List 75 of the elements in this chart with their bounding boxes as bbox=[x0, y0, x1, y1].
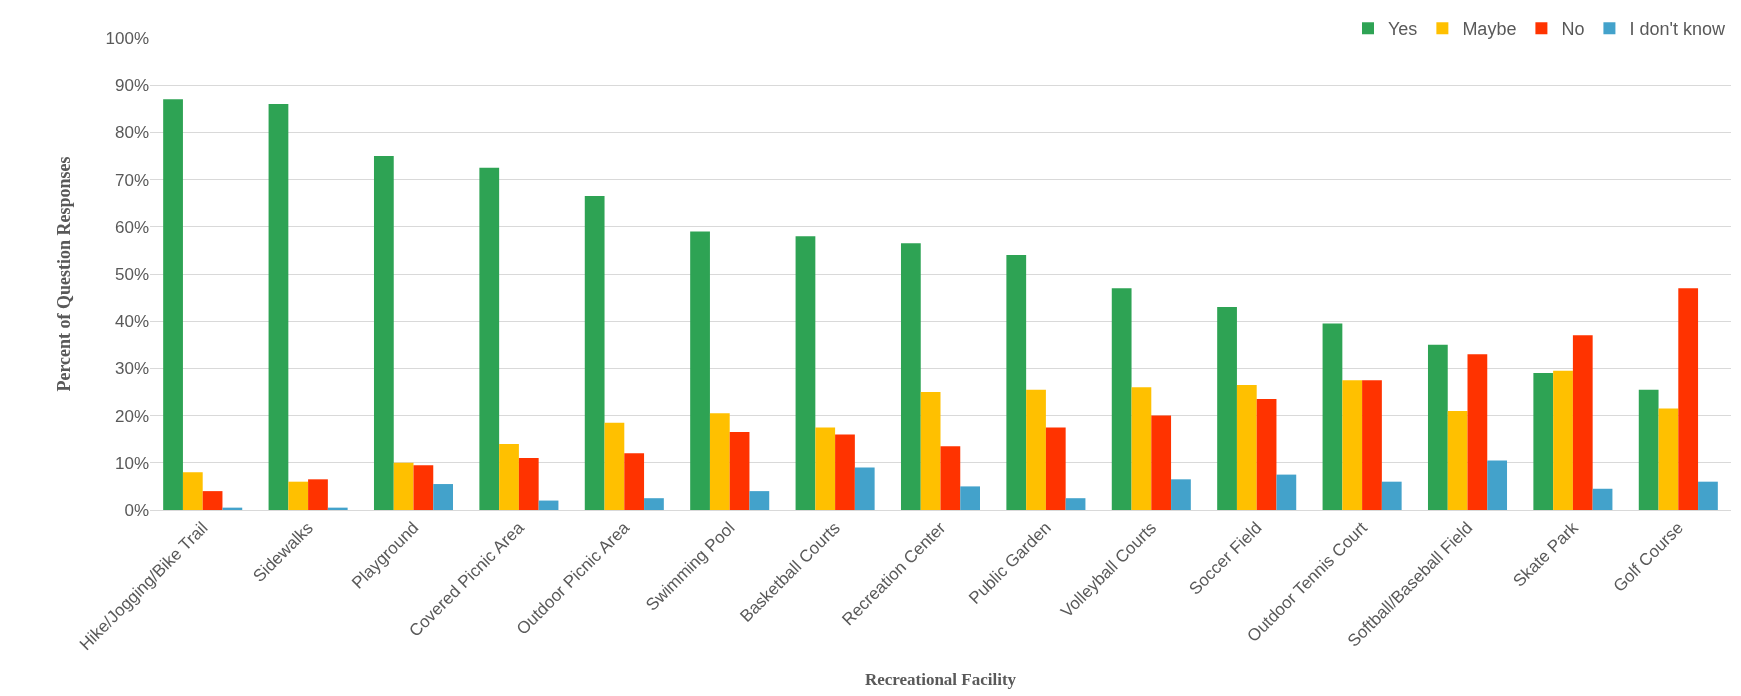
bar bbox=[1342, 380, 1363, 510]
y-tick-label: 20% bbox=[114, 406, 149, 426]
y-tick-label: 30% bbox=[114, 359, 149, 379]
y-tick-label: 100% bbox=[105, 28, 149, 48]
y-axis-title: Percent of Question Responses bbox=[53, 156, 74, 392]
bar bbox=[749, 491, 770, 510]
bar bbox=[1533, 373, 1554, 510]
bar bbox=[1236, 384, 1257, 510]
bar bbox=[1065, 498, 1086, 510]
bar bbox=[1698, 481, 1718, 510]
bar bbox=[1151, 415, 1172, 510]
y-tick-label: 60% bbox=[114, 217, 149, 237]
legend-label: No bbox=[1561, 19, 1585, 40]
y-tick-label: 0% bbox=[124, 500, 149, 520]
bar bbox=[1045, 427, 1066, 510]
bar bbox=[268, 104, 289, 510]
bar bbox=[433, 484, 454, 510]
bar bbox=[729, 432, 750, 510]
bar bbox=[1572, 335, 1593, 510]
bar bbox=[1638, 389, 1659, 510]
bar bbox=[373, 156, 394, 510]
bar bbox=[815, 427, 836, 510]
bar bbox=[940, 446, 961, 510]
bar bbox=[1111, 288, 1132, 510]
bar bbox=[518, 458, 539, 510]
bar bbox=[960, 486, 981, 510]
bar bbox=[1678, 288, 1699, 510]
bar bbox=[1658, 408, 1679, 510]
bar bbox=[835, 434, 855, 510]
bar bbox=[499, 443, 519, 510]
bar bbox=[1276, 474, 1297, 510]
bar bbox=[1487, 460, 1508, 510]
y-tick-label: 70% bbox=[114, 170, 149, 190]
bar bbox=[202, 491, 223, 510]
bar bbox=[709, 413, 730, 510]
bar bbox=[1427, 344, 1448, 510]
bar bbox=[920, 392, 941, 510]
bar bbox=[1217, 307, 1237, 510]
bar bbox=[288, 481, 309, 510]
bar bbox=[163, 99, 183, 510]
y-tick-label: 10% bbox=[114, 453, 149, 473]
y-tick-label: 40% bbox=[114, 312, 149, 332]
bar bbox=[308, 479, 328, 510]
bar bbox=[393, 462, 414, 510]
bar bbox=[1362, 380, 1382, 510]
bar bbox=[624, 453, 645, 510]
y-tick-label: 50% bbox=[114, 264, 149, 284]
bar bbox=[584, 196, 605, 510]
bar bbox=[854, 467, 875, 510]
bar bbox=[1256, 399, 1277, 510]
bar bbox=[604, 422, 625, 510]
y-tick-label: 90% bbox=[114, 76, 149, 96]
bar bbox=[1467, 354, 1488, 510]
legend-label: I don't know bbox=[1629, 19, 1726, 40]
bar bbox=[1006, 255, 1027, 510]
bar bbox=[795, 236, 816, 510]
bar bbox=[690, 231, 710, 510]
bar bbox=[538, 500, 559, 510]
bar bbox=[900, 243, 921, 510]
bar bbox=[413, 465, 434, 510]
x-axis-title: Recreational Facility bbox=[864, 670, 1017, 690]
bar bbox=[644, 498, 664, 510]
bar bbox=[1322, 323, 1343, 510]
bar bbox=[1131, 387, 1152, 510]
y-tick-label: 80% bbox=[114, 123, 149, 143]
bar bbox=[1381, 481, 1402, 510]
bar bbox=[1592, 488, 1613, 510]
bar bbox=[1553, 370, 1573, 510]
bar bbox=[1026, 389, 1046, 510]
bar bbox=[182, 472, 203, 510]
legend-label: Yes bbox=[1388, 19, 1418, 40]
legend-label: Maybe bbox=[1462, 19, 1517, 40]
bar bbox=[479, 167, 500, 510]
bar bbox=[1171, 479, 1191, 510]
bar bbox=[1447, 410, 1468, 510]
